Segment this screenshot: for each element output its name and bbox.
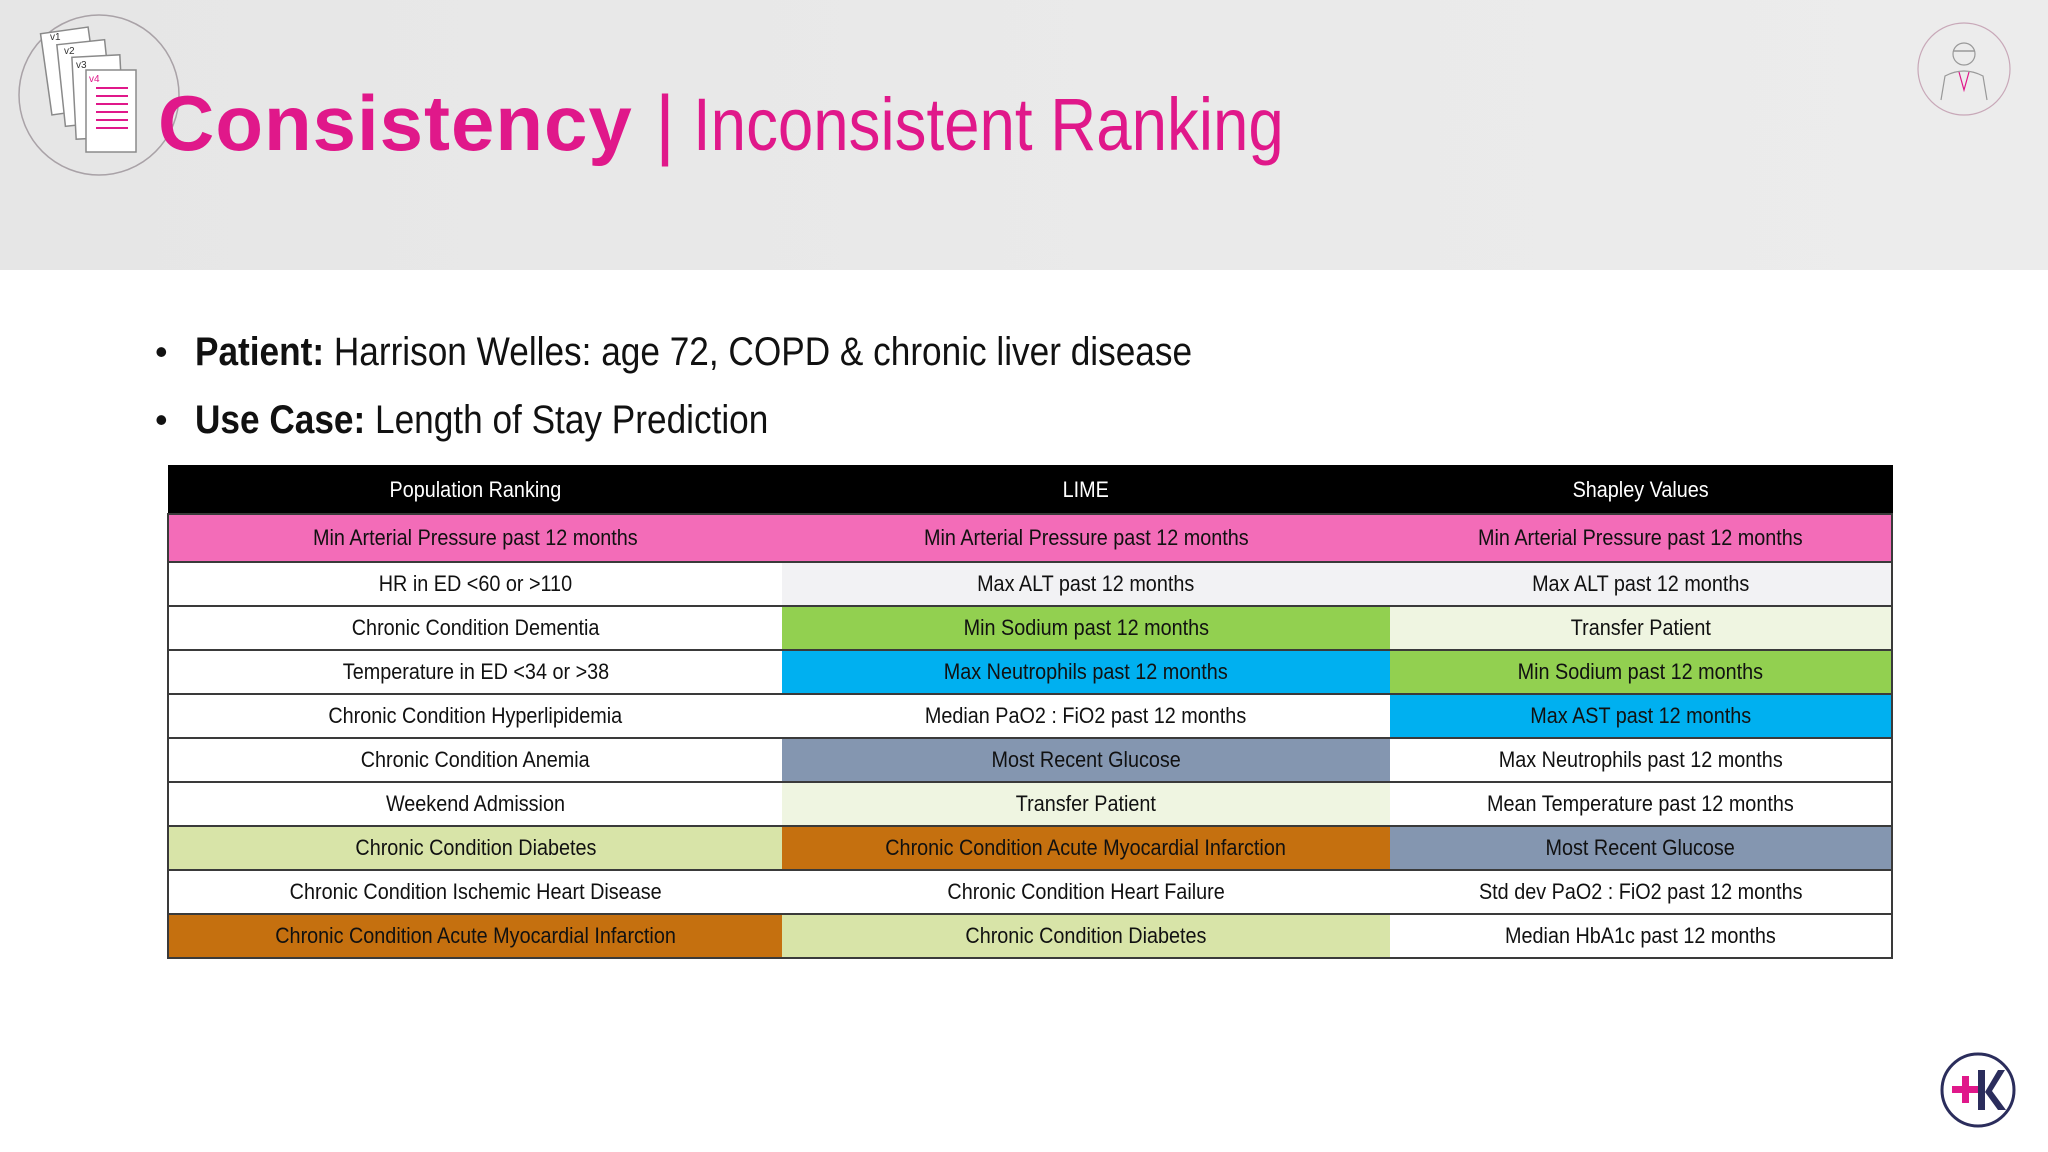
versioned-documents-icon: v1 v2 v3 v4 — [18, 14, 180, 176]
table-cell: Min Arterial Pressure past 12 months — [782, 513, 1390, 563]
bullet-label: Patient: — [195, 329, 325, 374]
table-cell: Chronic Condition Ischemic Heart Disease — [167, 869, 782, 915]
title-separator: | — [654, 79, 676, 167]
table-cell: Chronic Condition Acute Myocardial Infar… — [167, 913, 782, 959]
table-cell: Median HbA1c past 12 months — [1390, 913, 1893, 959]
table-row: Chronic Condition Acute Myocardial Infar… — [167, 913, 1893, 959]
table-cell: Min Arterial Pressure past 12 months — [167, 513, 782, 563]
table-cell: Transfer Patient — [782, 781, 1390, 827]
bullet-dot-icon: • — [155, 331, 168, 372]
table-cell: Most Recent Glucose — [782, 737, 1390, 783]
table-row: Chronic Condition Anemia Most Recent Gluc… — [167, 737, 1893, 783]
bullet-use-case: • Use Case: Length of Stay Prediction — [155, 386, 1328, 454]
bullet-value: Harrison Welles: age 72, COPD & chronic … — [324, 329, 1193, 374]
table-cell: Median PaO2 : FiO2 past 12 months — [782, 693, 1390, 739]
table-cell: Max Neutrophils past 12 months — [1390, 737, 1893, 783]
header-band — [0, 0, 2048, 270]
version-label-1: v1 — [50, 32, 61, 43]
slide-title: Consistency | Inconsistent Ranking — [158, 78, 1380, 188]
table-cell: Mean Temperature past 12 months — [1390, 781, 1893, 827]
version-label-3: v3 — [76, 60, 87, 71]
table-cell: Chronic Condition Heart Failure — [782, 869, 1390, 915]
table-cell: Chronic Condition Dementia — [167, 605, 782, 651]
table-row: HR in ED <60 or >110 Max ALT past 12 mont… — [167, 561, 1893, 607]
table-row: Chronic Condition Diabetes Chronic Condit… — [167, 825, 1893, 871]
table-cell: Temperature in ED <34 or >38 — [167, 649, 782, 695]
table-header-row: Population Ranking LIME Shapley Values — [167, 465, 1893, 515]
table-cell: HR in ED <60 or >110 — [167, 561, 782, 607]
table-row: Chronic Condition Ischemic Heart Disease… — [167, 869, 1893, 915]
table-cell: Transfer Patient — [1390, 605, 1893, 651]
bullet-patient: • Patient: Harrison Welles: age 72, COPD… — [155, 318, 1328, 386]
table-row: Temperature in ED <34 or >38 Max Neutroph… — [167, 649, 1893, 695]
table-cell: Max AST past 12 months — [1390, 693, 1893, 739]
table-cell: Max Neutrophils past 12 months — [782, 649, 1390, 695]
table-cell: Weekend Admission — [167, 781, 782, 827]
title-subtitle: Inconsistent Ranking — [693, 83, 1284, 166]
table-cell: Most Recent Glucose — [1390, 825, 1893, 871]
table-cell: Min Sodium past 12 months — [782, 605, 1390, 651]
table-cell: Min Arterial Pressure past 12 months — [1390, 513, 1893, 563]
table-cell: Max ALT past 12 months — [782, 561, 1390, 607]
person-in-suit-icon — [1917, 22, 2011, 116]
ranking-table: Population Ranking LIME Shapley Values M… — [167, 465, 1893, 959]
table-cell: Chronic Condition Anemia — [167, 737, 782, 783]
table-row: Min Arterial Pressure past 12 months Min … — [167, 513, 1893, 563]
table-cell: Std dev PaO2 : FiO2 past 12 months — [1390, 869, 1893, 915]
plus-k-logo-icon — [1940, 1052, 2016, 1128]
table-row: Chronic Condition Dementia Min Sodium pas… — [167, 605, 1893, 651]
bullet-list: • Patient: Harrison Welles: age 72, COPD… — [155, 318, 1328, 454]
table-cell: Chronic Condition Diabetes — [167, 825, 782, 871]
title-main: Consistency — [158, 79, 633, 167]
version-label-2: v2 — [64, 46, 75, 57]
version-label-4: v4 — [89, 74, 100, 85]
column-header-shapley-values: Shapley Values — [1389, 465, 1893, 515]
table-row: Weekend Admission Transfer Patient Mean Te… — [167, 781, 1893, 827]
bullet-value: Length of Stay Prediction — [365, 397, 769, 442]
bullet-label: Use Case: — [195, 397, 366, 442]
column-header-lime: LIME — [781, 465, 1391, 515]
bullet-dot-icon: • — [155, 399, 168, 440]
table-cell: Chronic Condition Diabetes — [782, 913, 1390, 959]
table-cell: Chronic Condition Acute Myocardial Infar… — [782, 825, 1390, 871]
table-cell: Min Sodium past 12 months — [1390, 649, 1893, 695]
table-cell: Max ALT past 12 months — [1390, 561, 1893, 607]
table-row: Chronic Condition Hyperlipidemia Median P… — [167, 693, 1893, 739]
table-cell: Chronic Condition Hyperlipidemia — [167, 693, 782, 739]
column-header-population-ranking: Population Ranking — [167, 465, 783, 515]
